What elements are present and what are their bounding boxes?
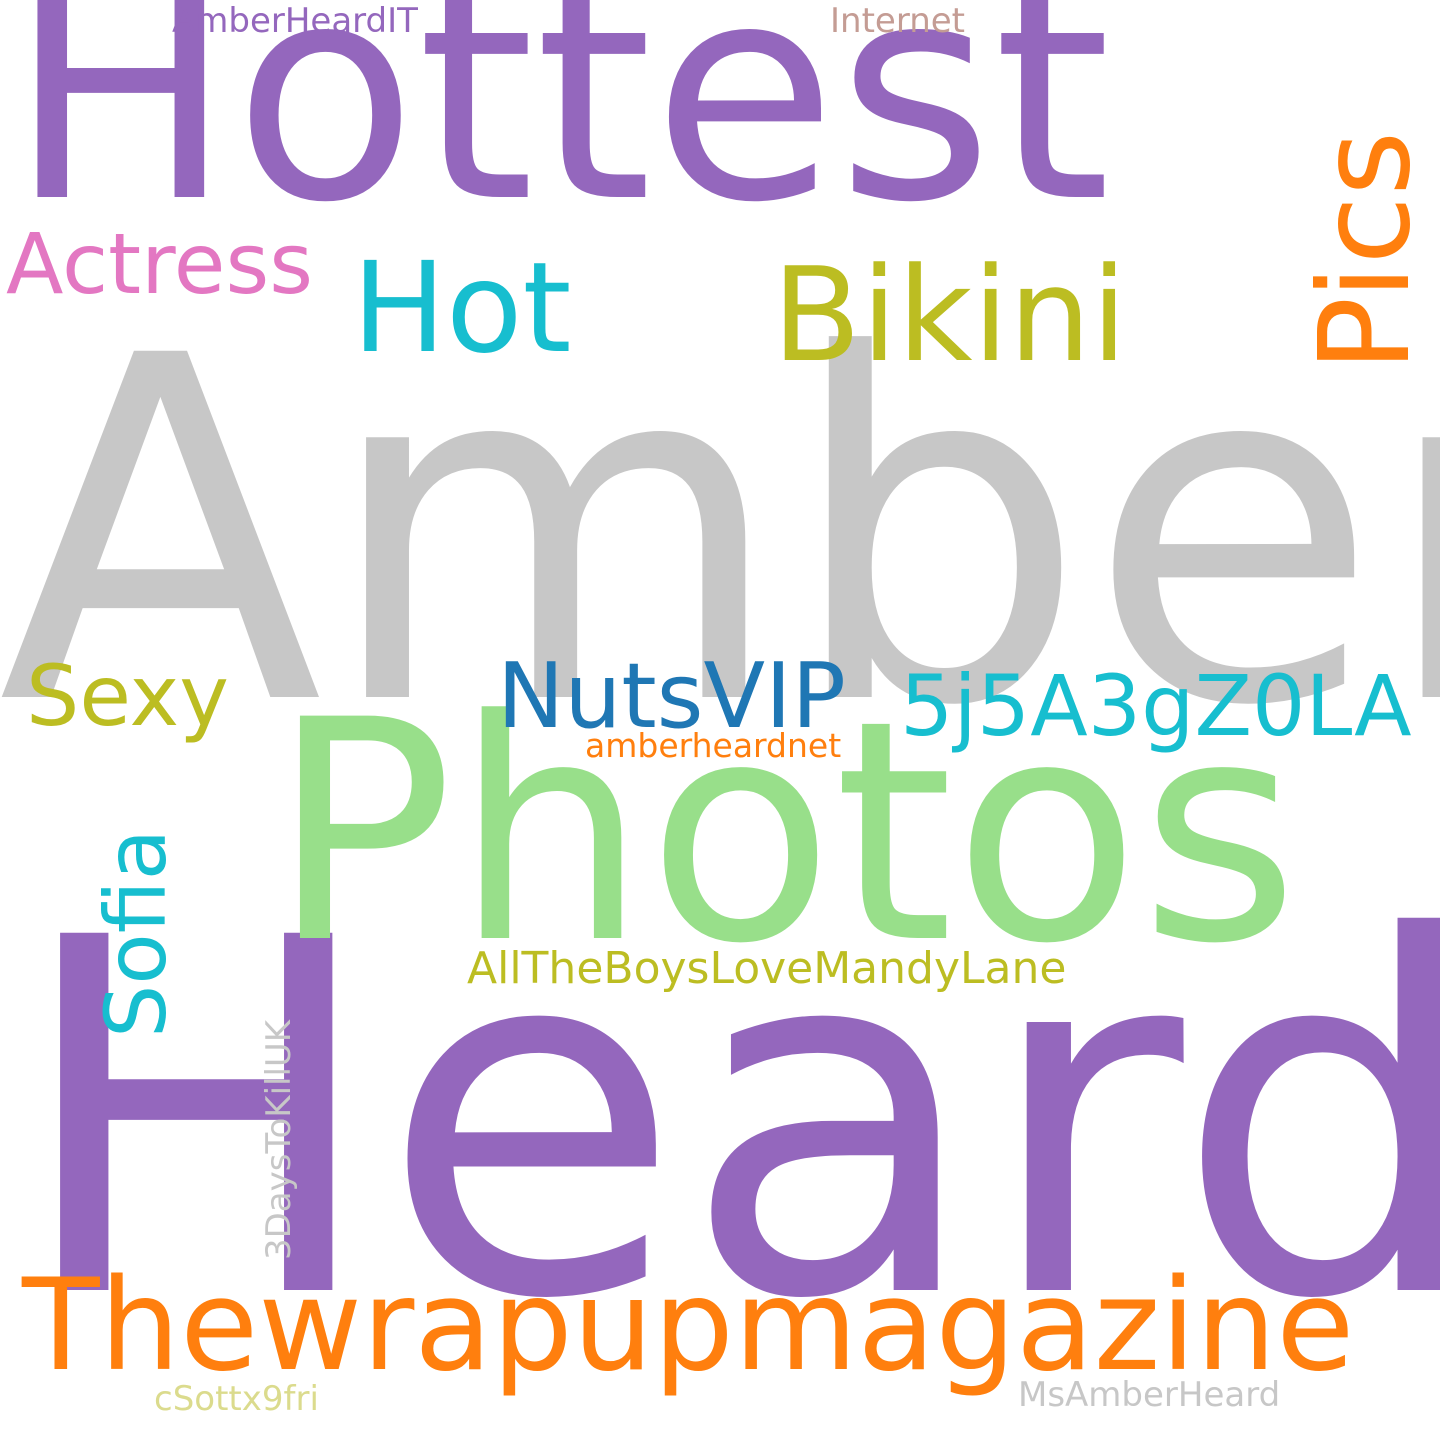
word-sofia: Sofia bbox=[87, 828, 185, 1038]
word-photos: Photos bbox=[270, 655, 1299, 1010]
word-threedays: 3DaysToKillUK bbox=[259, 1019, 299, 1260]
word-thewrapupmagazine: Thewrapupmagazine bbox=[22, 1251, 1355, 1399]
word-amberheardit: AmberHeardIT bbox=[172, 1, 418, 41]
word-msamberheard: MsAmberHeard bbox=[1018, 1375, 1281, 1415]
word-hottest: Hottest bbox=[8, 0, 1111, 268]
word-heard: Heard bbox=[12, 835, 1440, 1406]
word-allboys: AllTheBoysLoveMandyLane bbox=[467, 943, 1067, 994]
word-csott: cSottx9fri bbox=[154, 1379, 319, 1419]
word-sexy: Sexy bbox=[26, 647, 229, 745]
word-internet: Internet bbox=[830, 1, 966, 41]
word-amber: Amber bbox=[0, 257, 1440, 810]
word-nutsvip: NutsVIP bbox=[497, 644, 846, 749]
word-actress: Actress bbox=[6, 215, 314, 313]
word-hot: Hot bbox=[352, 236, 572, 381]
word-code: 5j5A3gZ0LA bbox=[900, 657, 1412, 755]
word-amberheardnet: amberheardnet bbox=[585, 726, 842, 765]
word-pics: Pics bbox=[1293, 130, 1438, 372]
word-bikini: Bikini bbox=[772, 239, 1128, 391]
